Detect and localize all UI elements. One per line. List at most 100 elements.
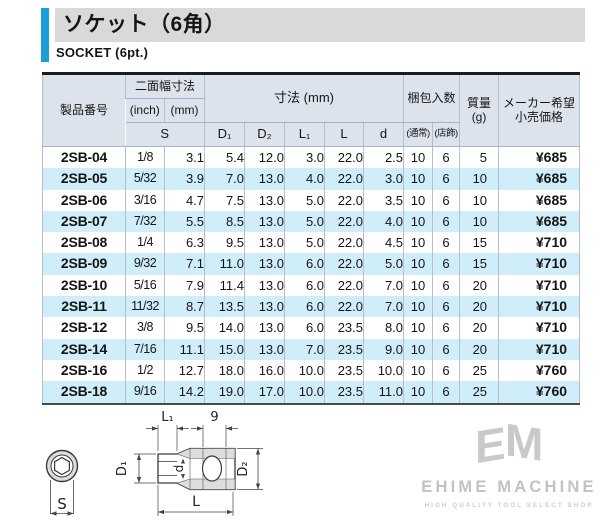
cell-pack_display: 6 [432, 381, 460, 404]
cell-mm: 6.3 [163, 232, 205, 254]
cell-l1: 5.0 [284, 189, 325, 211]
cell-pack_normal: 10 [403, 338, 433, 360]
cell-d2: 13.0 [244, 317, 285, 339]
cell-pack_display: 6 [432, 317, 460, 339]
table-row: 2SB-18 9/16 14.2 19.0 17.0 10.0 23.5 11.0 10 6 25 ¥… [42, 381, 580, 404]
col-header-width-across-flats: 二面幅寸法 [124, 73, 205, 99]
cell-d1: 15.0 [204, 338, 245, 360]
cell-product: 2SB-09 [42, 253, 126, 275]
dim-label-s: S [57, 495, 67, 513]
cell-d: 4.5 [363, 232, 404, 254]
table-row: 2SB-08 1/4 6.3 9.5 13.0 5.0 22.0 4.5 10 6 15 ¥710 [43, 232, 580, 254]
cell-price: ¥710 [498, 253, 580, 275]
col-header-pack-display: (店飾) [432, 122, 460, 147]
cell-inch: 1/8 [125, 146, 165, 169]
cell-mass: 20 [459, 338, 499, 360]
cell-price: ¥710 [498, 274, 580, 297]
cell-pack_display: 6 [432, 232, 460, 254]
table-row: 2SB-04 1/8 3.1 5.4 12.0 3.0 22.0 2.5 10 6 5 ¥685 [43, 146, 580, 169]
cell-inch: 9/16 [125, 381, 165, 404]
cell-inch: 1/2 [125, 359, 165, 382]
cell-l: 22.0 [324, 253, 364, 275]
table-row: 2SB-05 5/32 3.9 7.0 13.0 4.0 22.0 3.0 10 6 10 ¥685 [42, 168, 580, 190]
cell-mm: 8.7 [163, 296, 205, 318]
cell-d1: 19.0 [204, 381, 245, 404]
col-header-mass: 質量 (g) [459, 73, 499, 147]
cell-d1: 5.4 [204, 146, 245, 169]
cell-mass: 10 [459, 168, 499, 190]
cell-inch: 3/16 [125, 189, 165, 211]
cell-price: ¥685 [498, 189, 580, 211]
dim-label-l1: L₁ [161, 410, 173, 425]
cell-d2: 13.0 [244, 274, 285, 297]
cell-pack_normal: 10 [403, 189, 433, 211]
cell-product: 2SB-12 [60, 319, 108, 336]
cell-price: ¥760 [498, 381, 580, 404]
cell-d1: 9.5 [204, 232, 245, 254]
cell-pack_display: 6 [432, 274, 460, 297]
cell-inch: 9/32 [125, 253, 165, 275]
cell-d2: 13.0 [244, 189, 285, 211]
cell-d: 7.0 [363, 296, 404, 318]
cell-inch: 5/16 [125, 274, 165, 297]
cell-pack_normal: 10 [403, 146, 433, 169]
cell-l: 23.5 [324, 317, 364, 339]
cell-mm: 7.9 [163, 274, 205, 297]
cell-pack_normal: 10 [403, 296, 433, 318]
cell-d: 4.0 [363, 210, 404, 233]
cell-l1: 10.0 [284, 381, 325, 404]
cell-mass: 20 [459, 274, 499, 297]
cell-mm: 3.9 [163, 168, 205, 190]
table-row: 2SB-06 3/16 4.7 7.5 13.0 5.0 22.0 3.5 10 6 10 ¥685 [43, 189, 580, 211]
cell-pack_normal: 10 [403, 210, 433, 233]
cell-mm: 7.1 [163, 253, 205, 275]
cell-product: 2SB-08 [60, 234, 108, 251]
cell-d: 3.0 [363, 168, 404, 190]
cell-product: 2SB-14 [42, 338, 126, 360]
cell-price: ¥710 [498, 296, 580, 318]
logo-mark-e: E [475, 416, 506, 474]
cell-d: 7.0 [363, 274, 404, 297]
cell-mass: 15 [459, 232, 499, 254]
shop-logo-tagline: HIGH QUALITY TOOL SELECT SHOP [424, 502, 594, 509]
cell-pack_normal: 10 [403, 274, 433, 297]
mass-label: 質量 [467, 95, 492, 110]
cell-pack_display: 6 [432, 338, 460, 360]
col-header-s: S [125, 122, 205, 147]
cell-d: 3.5 [363, 189, 404, 211]
table-row: 2SB-10 5/16 7.9 11.4 13.0 6.0 22.0 7.0 10 6 20 ¥710 [43, 274, 580, 297]
cell-l1: 5.0 [284, 232, 325, 254]
col-header-dimensions: 寸法 (mm) [204, 73, 404, 123]
cell-mass: 20 [459, 296, 499, 318]
cell-d: 9.0 [363, 338, 404, 360]
dim-label-d1: D₁ [115, 461, 130, 476]
col-header-d1: D₁ [204, 122, 245, 147]
cell-pack_normal: 10 [403, 253, 433, 275]
cell-l: 22.0 [324, 146, 364, 169]
cell-inch: 3/8 [125, 317, 165, 339]
price-label-line1: メーカー希望 [503, 95, 576, 110]
cell-pack_normal: 10 [403, 359, 433, 382]
cell-mass: 25 [459, 359, 499, 382]
accent-bar [41, 8, 49, 62]
cell-product: 2SB-16 [60, 361, 108, 378]
cell-l1: 10.0 [284, 359, 325, 382]
col-header-inch: (inch) [125, 98, 165, 123]
table-header: 製品番号 二面幅寸法 寸法 (mm) 梱包入数 質量 (g) メーカー希望 小売… [42, 73, 580, 147]
cell-mm: 3.1 [163, 146, 205, 169]
cell-mm: 14.2 [163, 381, 205, 404]
cell-inch: 7/16 [125, 338, 165, 360]
cell-d: 5.0 [363, 253, 404, 275]
table-row: 2SB-07 7/32 5.5 8.5 13.0 5.0 22.0 4.0 10 6 10 ¥685 [42, 210, 580, 233]
table-row: 2SB-16 1/2 12.7 18.0 16.0 10.0 23.5 10.0 10 6 25 ¥7… [43, 359, 580, 382]
cell-d1: 8.5 [204, 210, 245, 233]
table-row: 2SB-09 9/32 7.1 11.0 13.0 6.0 22.0 5.0 10 6 15 ¥710 [42, 253, 580, 275]
cell-d2: 13.0 [244, 296, 285, 318]
cell-price: ¥760 [498, 359, 580, 382]
cell-l: 23.5 [324, 359, 364, 382]
dim-label-l: L [192, 494, 200, 510]
cell-d1: 14.0 [204, 317, 245, 339]
col-header-l1: L₁ [284, 122, 325, 147]
col-header-product: 製品番号 [42, 73, 126, 147]
table-row: 2SB-14 7/16 11.1 15.0 13.0 7.0 23.5 9.0 10 6 20 ¥71… [42, 338, 580, 360]
